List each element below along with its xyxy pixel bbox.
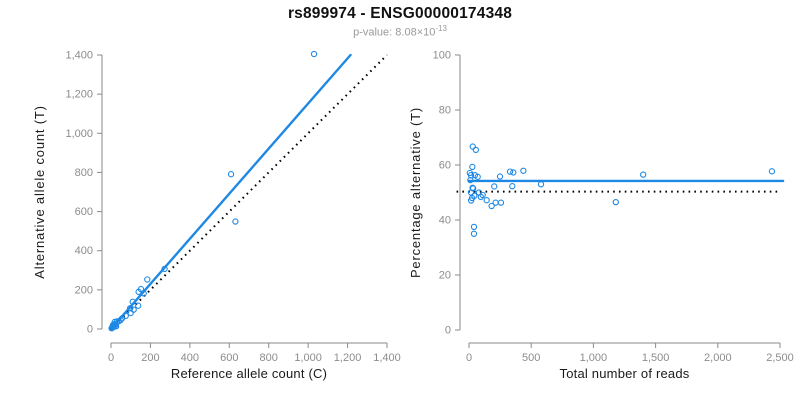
x-tick-label: 0 [466, 352, 472, 364]
data-point [135, 302, 142, 309]
data-point [161, 265, 168, 273]
y-tick-label: 1,000 [65, 128, 93, 140]
p-value-label: p-value: [353, 26, 396, 39]
x-tick-label: 1,200 [334, 352, 362, 364]
data-point [137, 285, 145, 293]
x-tick-label: 400 [181, 352, 199, 364]
data-point [227, 171, 235, 178]
data-point [474, 173, 481, 180]
x-tick-label: 2,000 [704, 352, 732, 364]
y-tick-label: 1,400 [65, 50, 93, 62]
y-tick-label: 20 [439, 270, 451, 282]
data-point [130, 306, 137, 313]
x-tick-label: 0 [108, 352, 114, 364]
y-axis-title: Percentage alternative (T) [408, 107, 423, 278]
data-point [232, 218, 239, 225]
data-point [117, 316, 124, 324]
data-point [483, 197, 490, 204]
data-point [520, 167, 527, 174]
data-point [506, 168, 514, 175]
data-point [768, 168, 776, 175]
data-point [488, 202, 495, 210]
page-title: rs899974 - ENSG00000174348 [287, 5, 513, 22]
p-value-exponent: -13 [435, 24, 447, 33]
x-tick-label: 1,000 [294, 352, 322, 364]
data-point [310, 50, 318, 58]
x-tick-label: 600 [220, 352, 238, 364]
data-point [470, 230, 478, 237]
x-tick-label: 200 [141, 352, 159, 364]
x-tick-label: 500 [522, 352, 540, 364]
p-value-subtitle: p-value: 8.08×10-13 [0, 24, 800, 39]
y-tick-label: 600 [75, 206, 93, 218]
data-point [129, 298, 136, 305]
x-tick-label: 2,500 [766, 352, 794, 364]
data-point [140, 290, 147, 297]
data-point [537, 181, 545, 188]
data-point [144, 276, 151, 283]
y-tick-label: 80 [439, 105, 451, 117]
y-tick-label: 100 [433, 50, 451, 62]
data-point [471, 192, 478, 199]
data-point [509, 183, 516, 190]
y-tick-label: 1,200 [65, 89, 93, 101]
data-point [470, 223, 478, 231]
y-tick-label: 400 [75, 245, 93, 257]
y-tick-label: 800 [75, 167, 93, 179]
y-tick-label: 0 [87, 324, 93, 336]
data-point [491, 183, 498, 190]
y-tick-label: 40 [439, 215, 451, 227]
y-tick-label: 200 [75, 284, 93, 296]
y-tick-label: 60 [439, 160, 451, 172]
x-tick-label: 1,000 [580, 352, 608, 364]
x-tick-label: 1,400 [373, 352, 401, 364]
data-point [479, 191, 486, 199]
data-point [497, 199, 505, 206]
data-point [469, 143, 476, 150]
data-point [122, 312, 129, 320]
p-value-base: 8.08×10 [395, 26, 436, 39]
data-point [469, 185, 477, 192]
x-tick-label: 1,500 [642, 352, 670, 364]
data-point [467, 172, 475, 179]
y-axis-title: Alternative allele count (T) [32, 105, 47, 278]
x-tick-label: 800 [260, 352, 278, 364]
data-point [510, 169, 517, 176]
x-axis-title: Reference allele count (C) [171, 366, 327, 381]
y-tick-label: 0 [445, 325, 451, 337]
data-point [640, 171, 647, 178]
data-point [469, 163, 476, 171]
data-point [496, 173, 504, 180]
data-point [612, 198, 619, 206]
data-point [472, 146, 479, 154]
data-point [492, 199, 499, 206]
identity-line [110, 54, 388, 330]
data-point [477, 193, 484, 201]
x-axis-title: Total number of reads [560, 366, 690, 381]
regression-line [109, 53, 352, 331]
